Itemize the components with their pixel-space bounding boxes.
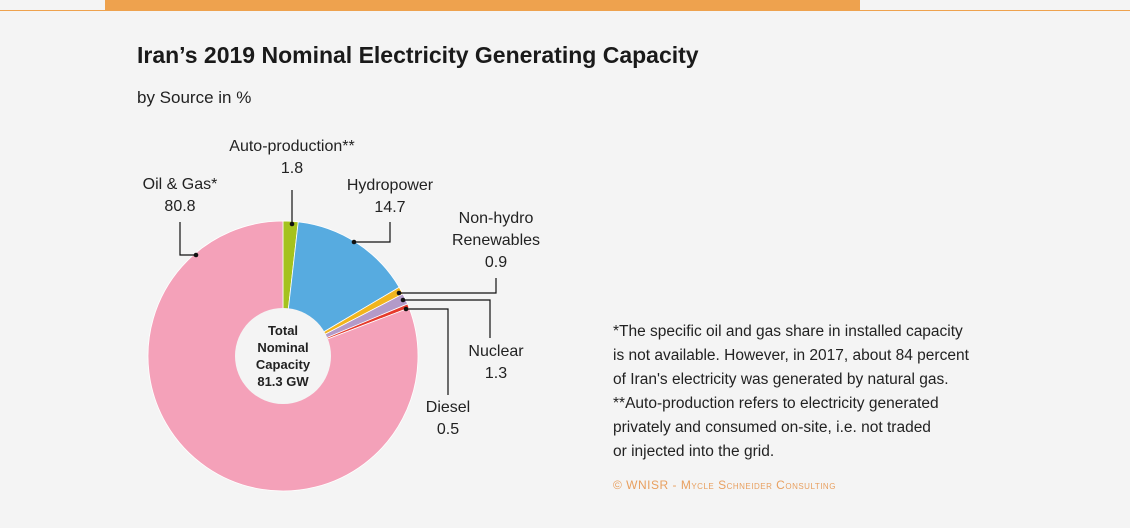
- footnotes: *The specific oil and gas share in insta…: [613, 320, 969, 464]
- slice-value: 14.7: [374, 199, 406, 216]
- center-line: Nominal: [257, 340, 309, 355]
- slice-name: Diesel: [425, 399, 471, 416]
- slice-value: 0.5: [436, 421, 460, 438]
- footnote-line: is not available. However, in 2017, abou…: [613, 347, 969, 364]
- slice-name: Nuclear: [468, 343, 524, 360]
- center-line: Capacity: [255, 357, 311, 372]
- slice-value: 0.9: [484, 254, 508, 271]
- leader-dot: [351, 239, 357, 245]
- footnote-line: of Iran's electricity was generated by n…: [613, 371, 949, 388]
- slice-label: Auto-production** 1.8: [229, 136, 354, 180]
- chart-title: Iran’s 2019 Nominal Electricity Generati…: [137, 42, 699, 68]
- chart-subtitle: by Source in %: [137, 88, 252, 107]
- leader-dot: [396, 290, 402, 296]
- center-label: Total Nominal Capacity 81.3 GW: [256, 322, 310, 390]
- credit: © WNISR - Mycle Schneider Consulting: [613, 478, 836, 492]
- header-band: [105, 0, 860, 10]
- slice-value: 80.8: [164, 198, 196, 215]
- slice-label: Oil & Gas* 80.8: [143, 174, 218, 218]
- slice-label: Non-hydro Renewables 0.9: [446, 208, 546, 274]
- slice-value: 1.3: [484, 365, 508, 382]
- slice-name: Non-hydro Renewables: [451, 210, 541, 249]
- center-line: 81.3 GW: [257, 374, 309, 389]
- slice-name: Oil & Gas*: [142, 176, 218, 193]
- footnote-line: *The specific oil and gas share in insta…: [613, 323, 963, 340]
- donut-hole: [235, 308, 331, 404]
- slice-name: Auto-production**: [229, 138, 355, 155]
- leader-dot: [400, 297, 406, 303]
- slice-value: 1.8: [280, 160, 304, 177]
- slice-name: Hydropower: [346, 177, 434, 194]
- leader-line: [399, 278, 497, 294]
- leader-line: [179, 222, 196, 256]
- leader-dot: [289, 221, 295, 227]
- leader-dot: [193, 252, 199, 258]
- slice-label: Hydropower 14.7: [347, 175, 433, 219]
- center-line: Total: [267, 323, 299, 338]
- leader-line: [403, 299, 491, 338]
- leader-dot: [403, 306, 409, 312]
- slice-label: Nuclear 1.3: [468, 341, 523, 385]
- footnote-line: privately and consumed on-site, i.e. not…: [613, 419, 931, 436]
- slice-label: Diesel 0.5: [426, 397, 470, 441]
- footnote-line: **Auto-production refers to electricity …: [613, 395, 939, 412]
- leader-line: [406, 308, 449, 395]
- footnote-line: or injected into the grid.: [613, 443, 775, 460]
- leader-line: [354, 222, 391, 243]
